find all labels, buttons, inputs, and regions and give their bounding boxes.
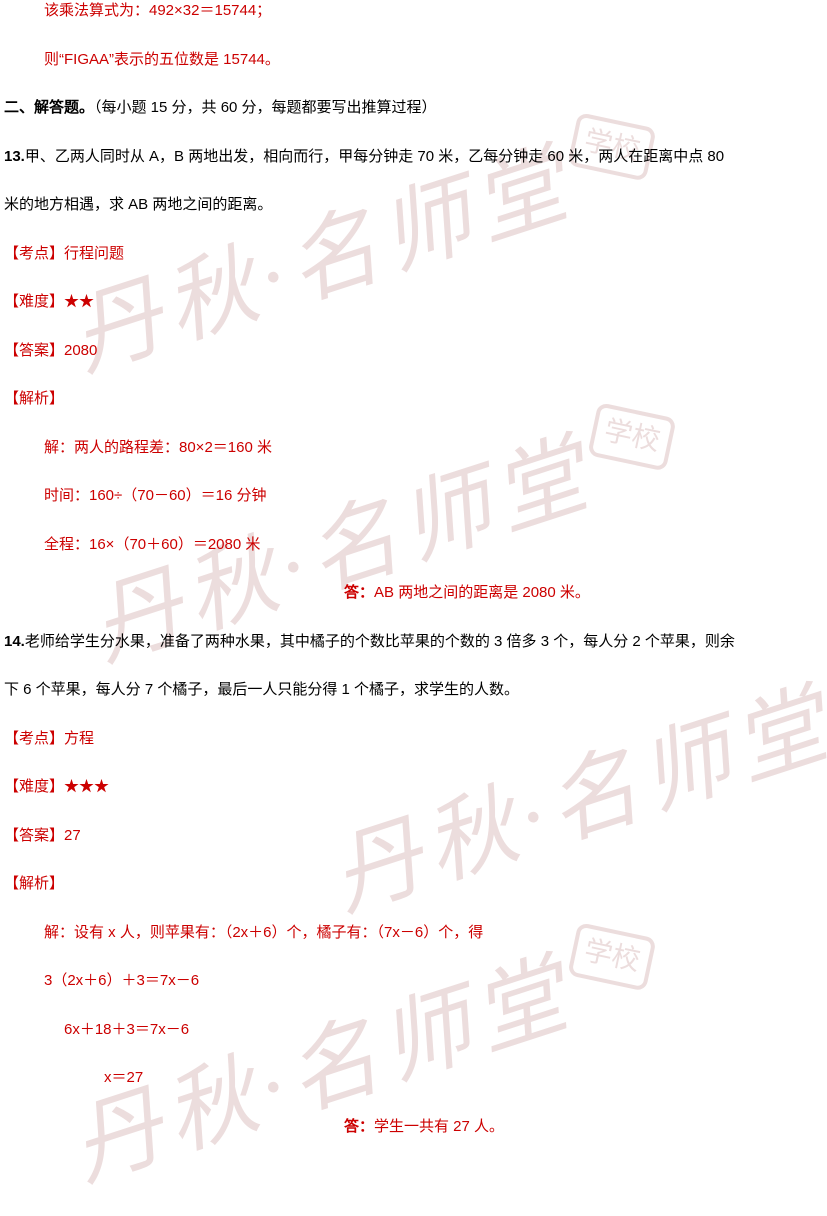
question-number: 14. xyxy=(4,633,25,650)
final-answer: 答：学生一共有 27 人。 xyxy=(4,1116,823,1139)
solution-step: 解：两人的路程差：80×2＝160 米 xyxy=(4,437,823,460)
difficulty-label: 【难度】★★ xyxy=(4,291,823,314)
answer-label: 【答案】27 xyxy=(4,825,823,848)
solution-step: 时间：160÷（70－60）＝16 分钟 xyxy=(4,485,823,508)
solution-step: 6x＋18＋3＝7x－6 xyxy=(4,1019,823,1042)
answer-prefix: 答： xyxy=(344,584,374,601)
solution-step: 3（2x＋6）＋3＝7x－6 xyxy=(4,970,823,993)
text-line: 该乘法算式为：492×32＝15744； xyxy=(4,0,823,23)
document-body: 该乘法算式为：492×32＝15744； 则“FIGAA”表示的五位数是 157… xyxy=(0,0,827,1138)
final-answer: 答：AB 两地之间的距离是 2080 米。 xyxy=(4,582,823,605)
question-14-line2: 下 6 个苹果，每人分 7 个橘子，最后一人只能分得 1 个橘子，求学生的人数。 xyxy=(4,679,823,702)
text-line: 则“FIGAA”表示的五位数是 15744。 xyxy=(4,49,823,72)
answer-label: 【答案】2080 xyxy=(4,340,823,363)
answer-body: 学生一共有 27 人。 xyxy=(374,1118,504,1135)
analysis-label: 【解析】 xyxy=(4,873,823,896)
solution-step: 解：设有 x 人，则苹果有：（2x＋6）个，橘子有：（7x－6）个，得 xyxy=(4,922,823,945)
section-title: 二、解答题。 xyxy=(4,99,94,116)
question-number: 13. xyxy=(4,148,25,165)
topic-label: 【考点】行程问题 xyxy=(4,243,823,266)
answer-prefix: 答： xyxy=(344,1118,374,1135)
question-text: 甲、乙两人同时从 A，B 两地出发，相向而行，甲每分钟走 70 米，乙每分钟走 … xyxy=(25,148,724,165)
question-14-line1: 14.老师给学生分水果，准备了两种水果，其中橘子的个数比苹果的个数的 3 倍多 … xyxy=(4,631,823,654)
solution-step: x＝27 xyxy=(4,1067,823,1090)
difficulty-label: 【难度】★★★ xyxy=(4,776,823,799)
solution-step: 全程：16×（70＋60）＝2080 米 xyxy=(4,534,823,557)
analysis-label: 【解析】 xyxy=(4,388,823,411)
question-13-line1: 13.甲、乙两人同时从 A，B 两地出发，相向而行，甲每分钟走 70 米，乙每分… xyxy=(4,146,823,169)
question-13-line2: 米的地方相遇，求 AB 两地之间的距离。 xyxy=(4,194,823,217)
question-text: 老师给学生分水果，准备了两种水果，其中橘子的个数比苹果的个数的 3 倍多 3 个… xyxy=(25,633,735,650)
answer-body: AB 两地之间的距离是 2080 米。 xyxy=(374,584,590,601)
section-heading: 二、解答题。（每小题 15 分，共 60 分，每题都要写出推算过程） xyxy=(4,97,823,120)
topic-label: 【考点】方程 xyxy=(4,728,823,751)
section-note: （每小题 15 分，共 60 分，每题都要写出推算过程） xyxy=(94,99,437,116)
